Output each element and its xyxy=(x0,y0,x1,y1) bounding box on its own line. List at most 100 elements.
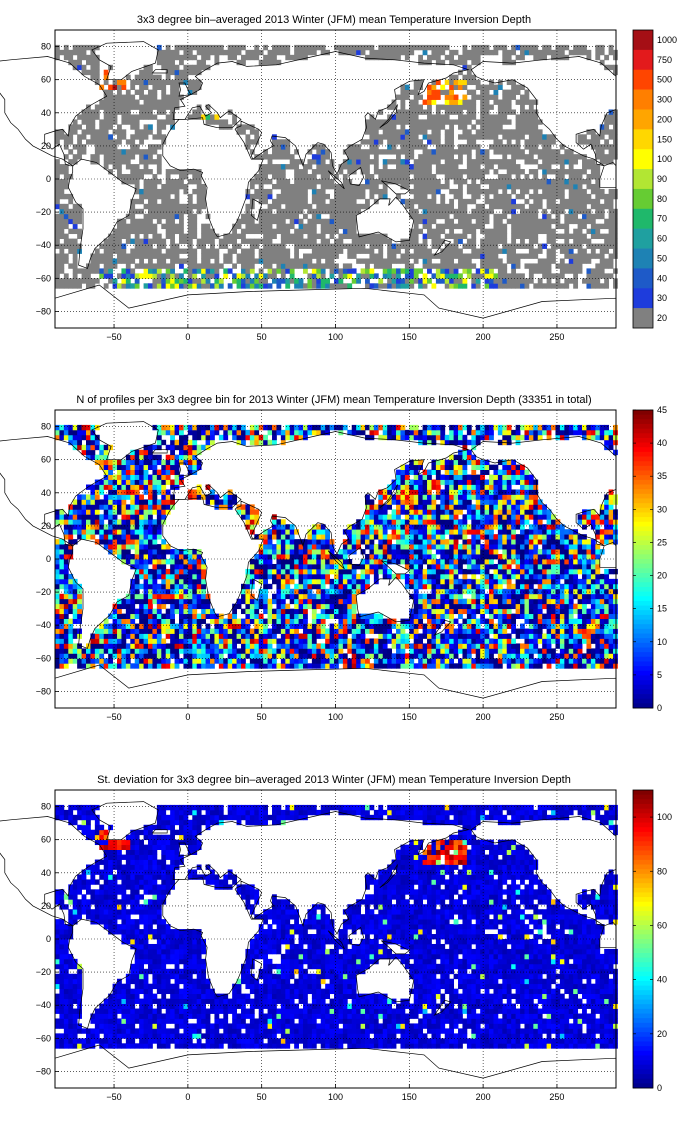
bin-cell xyxy=(515,154,521,160)
bin-cell xyxy=(55,648,60,654)
bin-cell xyxy=(152,84,158,90)
bin-cell xyxy=(590,233,596,239)
bin-cell xyxy=(117,258,122,264)
bin-cell xyxy=(192,188,198,195)
bin-cell xyxy=(294,628,299,634)
bin-cell xyxy=(258,628,264,634)
bin-cell xyxy=(365,653,370,659)
bin-cell xyxy=(577,208,583,215)
bin-cell xyxy=(117,618,122,624)
bin-cell xyxy=(72,228,78,235)
bin-cell xyxy=(413,243,419,249)
bin-cell xyxy=(378,193,384,200)
bin-cell xyxy=(280,149,286,155)
bin-cell xyxy=(232,263,237,269)
bin-cell xyxy=(94,129,100,135)
bin-cell xyxy=(232,238,237,244)
bin-cell xyxy=(564,653,570,659)
bin-cell xyxy=(334,44,339,51)
bin-cell xyxy=(604,643,610,649)
bin-cell xyxy=(613,628,618,634)
bin-cell xyxy=(546,169,552,175)
bin-cell xyxy=(130,238,136,244)
bin-cell xyxy=(347,253,353,259)
bin-cell xyxy=(174,208,180,215)
bin-cell xyxy=(559,233,565,239)
bin-cell xyxy=(458,134,463,140)
bin-cell xyxy=(608,218,614,225)
bin-cell xyxy=(520,104,525,110)
bin-cell xyxy=(546,44,552,51)
bin-cell xyxy=(280,218,286,225)
bin-cell xyxy=(537,648,543,654)
bin-cell xyxy=(524,188,530,195)
bin-cell xyxy=(422,263,428,269)
bin-cell xyxy=(520,119,525,125)
bin-cell xyxy=(444,119,450,125)
bin-cell xyxy=(449,54,455,61)
bin-cell xyxy=(595,643,601,649)
bin-cell xyxy=(497,223,503,230)
bin-cell xyxy=(316,208,322,215)
bin-cell xyxy=(533,253,539,259)
bin-cell xyxy=(466,154,472,160)
bin-cell xyxy=(143,69,149,76)
x-tick-label: 200 xyxy=(476,332,491,342)
bin-cell xyxy=(413,188,419,195)
bin-cell xyxy=(143,273,149,279)
bin-cell xyxy=(351,653,357,659)
bin-cell xyxy=(192,248,198,254)
bin-cell xyxy=(303,628,308,634)
bin-cell xyxy=(471,188,477,195)
bin-cell xyxy=(334,188,339,195)
bin-cell xyxy=(444,203,450,210)
bin-cell xyxy=(170,273,175,279)
bin-cell xyxy=(555,218,561,225)
bin-cell xyxy=(81,49,87,56)
bin-cell xyxy=(404,49,410,56)
bin-cell xyxy=(475,54,481,61)
bin-cell xyxy=(568,653,574,659)
bin-cell xyxy=(263,608,268,615)
bin-cell xyxy=(533,608,539,615)
bin-cell xyxy=(196,263,202,269)
bin-cell xyxy=(595,164,601,170)
bin-cell xyxy=(267,268,273,274)
bin-cell xyxy=(112,159,118,165)
bin-cell xyxy=(418,124,423,130)
bin-cell xyxy=(351,233,357,239)
bin-cell xyxy=(373,149,379,155)
bin-cell xyxy=(520,223,525,230)
bin-cell xyxy=(161,99,167,105)
bin-cell xyxy=(210,628,215,634)
bin-cell xyxy=(245,238,251,244)
bin-cell xyxy=(449,159,455,165)
bin-cell xyxy=(179,613,184,619)
bin-cell xyxy=(103,149,109,155)
bin-cell xyxy=(590,633,596,639)
bin-cell xyxy=(546,613,552,619)
bin-cell xyxy=(152,104,158,110)
bin-cell xyxy=(68,238,74,244)
bin-cell xyxy=(431,273,437,279)
bin-cell xyxy=(471,633,477,639)
bin-cell xyxy=(320,228,326,235)
bin-cell xyxy=(152,99,158,105)
bin-cell xyxy=(577,139,583,145)
bin-cell xyxy=(599,193,605,200)
bin-cell xyxy=(201,114,206,120)
bin-cell xyxy=(117,174,122,180)
bin-cell xyxy=(458,253,463,259)
bin-cell xyxy=(431,129,437,135)
bin-cell xyxy=(59,179,65,185)
bin-cell xyxy=(409,238,415,244)
bin-cell xyxy=(413,623,419,629)
bin-cell xyxy=(466,69,472,76)
bin-cell xyxy=(179,628,184,634)
bin-cell xyxy=(515,273,521,279)
bin-cell xyxy=(537,203,543,210)
bin-cell xyxy=(515,263,521,269)
bin-cell xyxy=(462,258,468,264)
bin-cell xyxy=(582,134,587,140)
bin-cell xyxy=(245,144,251,150)
